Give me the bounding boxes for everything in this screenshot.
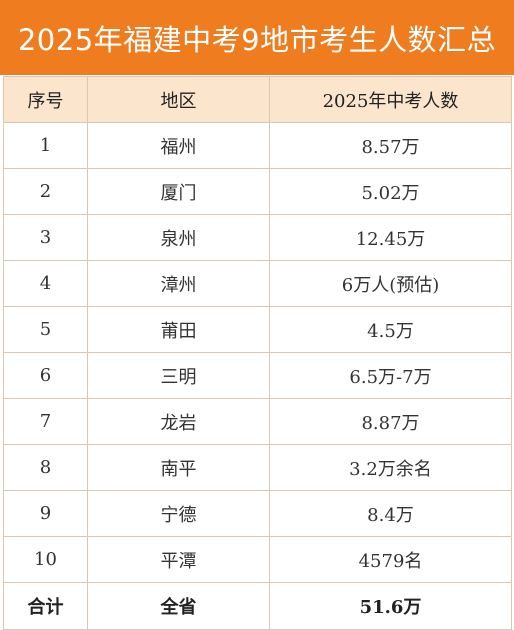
row-region: 漳州 [87, 260, 270, 307]
row-count: 6.5万-7万 [269, 352, 512, 399]
row-region: 平潭 [87, 536, 270, 583]
header-region: 地区 [87, 76, 270, 123]
row-index: 5 [3, 306, 88, 353]
total-count: 51.6万 [269, 582, 512, 630]
row-index: 7 [3, 398, 88, 445]
header-index: 序号 [3, 76, 88, 123]
row-region: 福州 [87, 122, 270, 169]
table-row: 4 漳州 6万人(预估) [3, 260, 512, 307]
row-index: 1 [3, 122, 88, 169]
table-header-row: 序号 地区 2025年中考人数 [3, 76, 512, 123]
row-count: 3.2万余名 [269, 444, 512, 491]
table-row: 8 南平 3.2万余名 [3, 444, 512, 491]
total-label: 合计 [3, 582, 88, 630]
row-count: 12.45万 [269, 214, 512, 261]
row-region: 莆田 [87, 306, 270, 353]
title-bar: 2025年福建中考9地市考生人数汇总 [0, 0, 514, 75]
row-count: 8.57万 [269, 122, 512, 169]
row-index: 8 [3, 444, 88, 491]
row-count: 8.87万 [269, 398, 512, 445]
table-row: 3 泉州 12.45万 [3, 214, 512, 261]
row-count: 6万人(预估) [269, 260, 512, 307]
table-row: 9 宁德 8.4万 [3, 490, 512, 537]
table-body: 1 福州 8.57万 2 厦门 5.02万 3 泉州 12.45万 4 漳州 6万人(预估) 5 莆田 4.… [3, 122, 512, 583]
row-region: 三明 [87, 352, 270, 399]
table-row: 6 三明 6.5万-7万 [3, 352, 512, 399]
row-index: 3 [3, 214, 88, 261]
exam-count-table: 序号 地区 2025年中考人数 1 福州 8.57万 2 厦门 5.02万 3 泉州 12.45… [3, 76, 512, 630]
row-region: 宁德 [87, 490, 270, 537]
row-index: 9 [3, 490, 88, 537]
row-count: 8.4万 [269, 490, 512, 537]
table-row: 5 莆田 4.5万 [3, 306, 512, 353]
total-row: 合计 全省 51.6万 [3, 582, 512, 630]
row-count: 4579名 [269, 536, 512, 583]
row-region: 龙岩 [87, 398, 270, 445]
page-title: 2025年福建中考9地市考生人数汇总 [17, 22, 497, 57]
row-count: 5.02万 [269, 168, 512, 215]
row-index: 6 [3, 352, 88, 399]
total-region: 全省 [87, 582, 270, 630]
row-region: 泉州 [87, 214, 270, 261]
header-count: 2025年中考人数 [269, 76, 512, 123]
table-row: 10 平潭 4579名 [3, 536, 512, 583]
table-row: 2 厦门 5.02万 [3, 168, 512, 215]
row-index: 2 [3, 168, 88, 215]
table-row: 7 龙岩 8.87万 [3, 398, 512, 445]
row-region: 南平 [87, 444, 270, 491]
table-row: 1 福州 8.57万 [3, 122, 512, 169]
row-region: 厦门 [87, 168, 270, 215]
row-count: 4.5万 [269, 306, 512, 353]
row-index: 4 [3, 260, 88, 307]
row-index: 10 [3, 536, 88, 583]
